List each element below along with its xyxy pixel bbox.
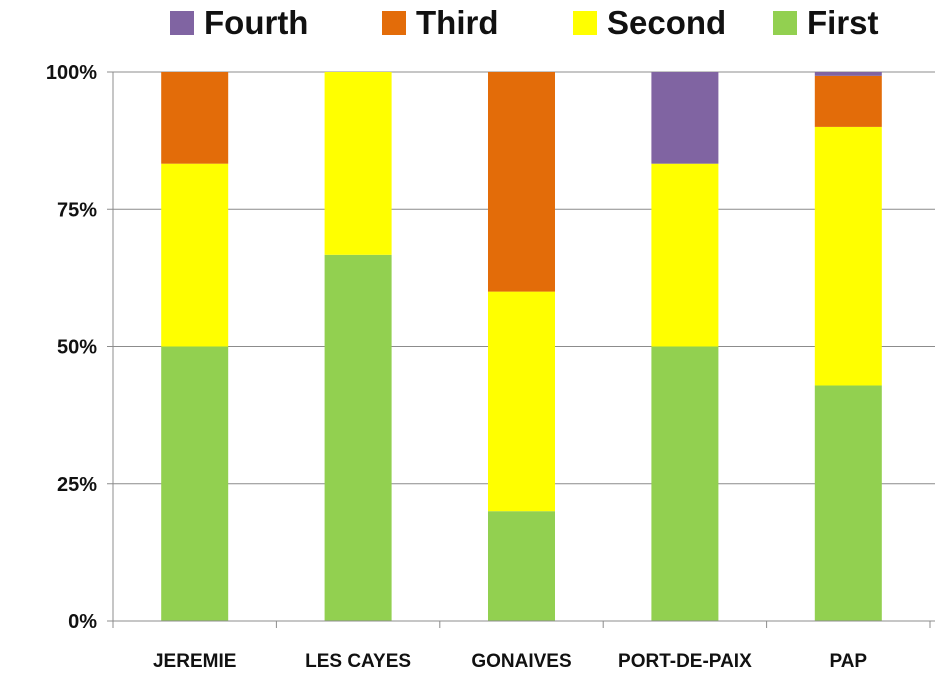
y-tick-label-4: 100% xyxy=(46,62,97,84)
x-category-label-2: GONAIVES xyxy=(471,651,571,672)
bar-port-de-paix-second xyxy=(651,164,718,347)
y-tick-label-1: 25% xyxy=(57,474,97,496)
bar-pap-second xyxy=(815,127,882,386)
bar-jeremie-second xyxy=(161,164,228,347)
bar-jeremie-first xyxy=(161,347,228,622)
bar-gonaives-third xyxy=(488,72,555,292)
bar-gonaives-second xyxy=(488,292,555,512)
bar-pap-third xyxy=(815,76,882,127)
y-tick-label-2: 50% xyxy=(57,337,97,359)
x-category-label-3: PORT-DE-PAIX xyxy=(618,651,752,672)
bar-les-cayes-first xyxy=(325,255,392,621)
y-tick-label-3: 75% xyxy=(57,199,97,221)
bar-pap-fourth xyxy=(815,72,882,76)
bar-jeremie-third xyxy=(161,72,228,164)
bar-port-de-paix-fourth xyxy=(651,72,718,164)
x-category-label-1: LES CAYES xyxy=(305,651,411,672)
bar-port-de-paix-first xyxy=(651,347,718,622)
y-tick-label-0: 0% xyxy=(68,611,97,633)
bar-pap-first xyxy=(815,385,882,621)
x-category-label-0: JEREMIE xyxy=(153,651,236,672)
bar-gonaives-first xyxy=(488,511,555,621)
x-category-label-4: PAP xyxy=(829,651,867,672)
y-tick-labels: 0% 25% 50% 75% 100% xyxy=(46,62,97,633)
bar-les-cayes-second xyxy=(325,72,392,255)
category-labels: JEREMIE LES CAYES GONAIVES PORT-DE-PAIX PAP xyxy=(153,651,867,672)
